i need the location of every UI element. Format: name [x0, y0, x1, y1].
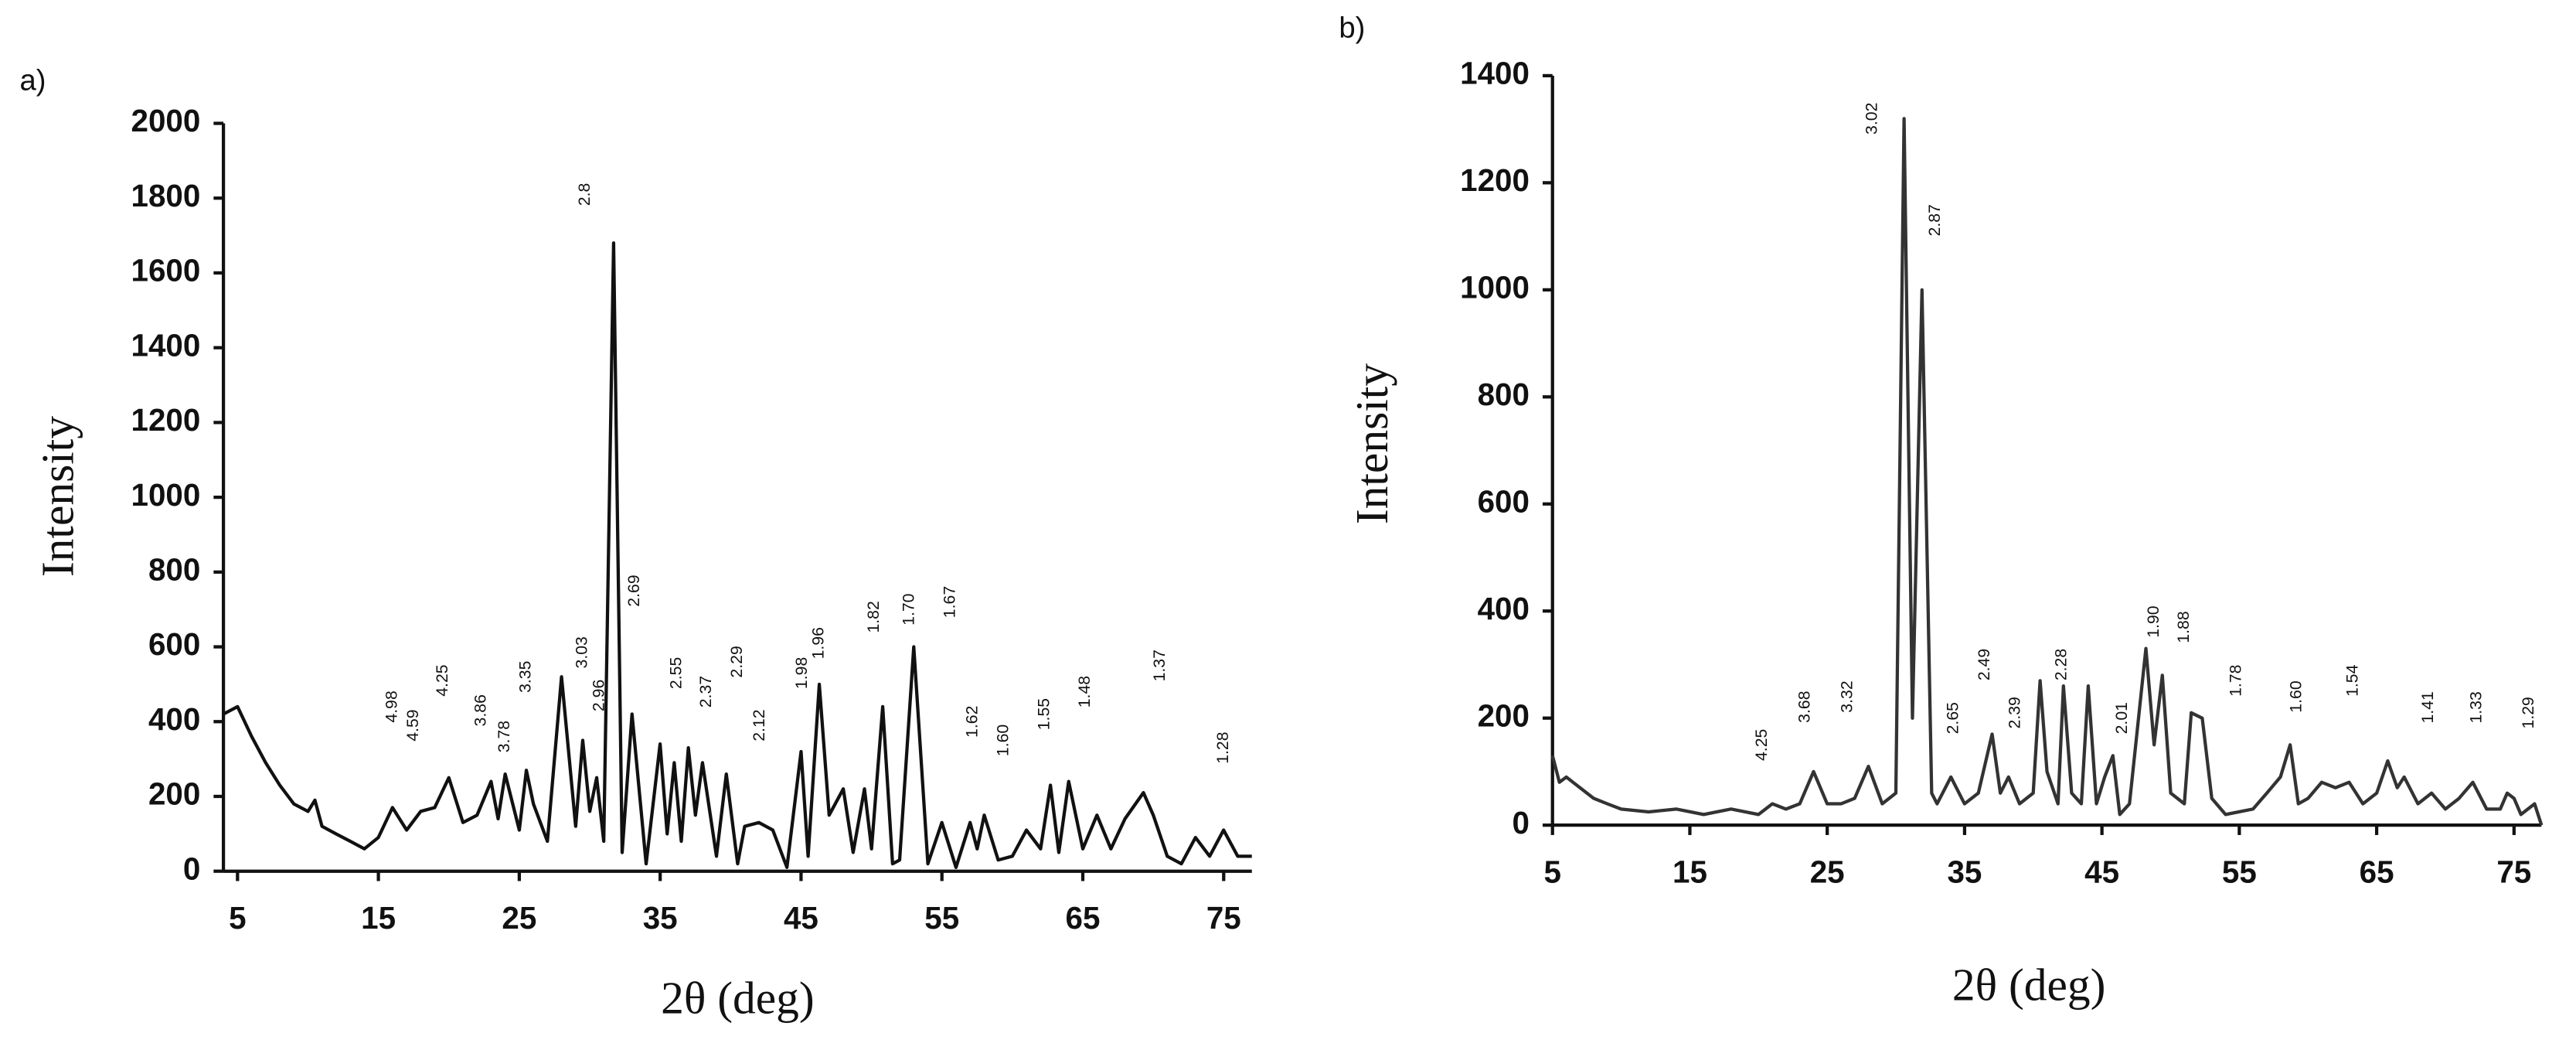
y-tick-label: 200: [148, 776, 200, 812]
peak-label: 3.78: [495, 721, 513, 752]
y-tick-label: 400: [1478, 591, 1530, 626]
peak-label: 1.41: [2418, 691, 2437, 723]
y-tick-label: 600: [1478, 483, 1530, 519]
y-axis-label: Intensity: [1346, 363, 1397, 524]
y-tick-label: 1200: [131, 402, 200, 438]
peak-label: 1.96: [809, 627, 828, 659]
x-tick-label: 55: [2222, 854, 2257, 890]
peak-label: 1.60: [2287, 680, 2305, 712]
peak-label: 3.68: [1795, 690, 1813, 722]
peak-label: 1.78: [2226, 665, 2244, 697]
y-tick-label: 1000: [131, 477, 200, 513]
peak-label: 1.82: [864, 601, 883, 632]
peak-label: 3.32: [1837, 680, 1856, 712]
x-tick-label: 5: [1543, 854, 1560, 890]
peak-label: 1.48: [1075, 676, 1094, 708]
x-tick-label: 75: [1206, 900, 1241, 936]
x-axis-label: 2θ (deg): [661, 972, 815, 1023]
panel-label: a): [20, 63, 46, 97]
x-tick-label: 45: [784, 900, 818, 936]
peak-label: 1.28: [1213, 731, 1232, 763]
x-tick-label: 25: [1810, 854, 1845, 890]
y-tick-label: 800: [148, 552, 200, 588]
x-tick-label: 35: [643, 900, 678, 936]
peak-label: 2.49: [1975, 649, 1993, 680]
panel-label: b): [1339, 11, 1365, 44]
y-tick-label: 0: [1513, 805, 1530, 840]
peak-label: 2.8: [575, 183, 594, 206]
data-line: [223, 241, 1252, 869]
x-tick-label: 5: [229, 900, 246, 936]
peak-label: 1.33: [2466, 691, 2485, 723]
x-tick-label: 75: [2496, 854, 2531, 890]
y-tick-label: 1800: [131, 178, 200, 213]
peak-label: 2.65: [1943, 702, 1962, 734]
peak-label: 1.37: [1150, 650, 1169, 681]
y-tick-label: 1200: [1460, 162, 1530, 198]
peak-label: 3.03: [573, 636, 591, 668]
y-tick-label: 1600: [131, 253, 200, 288]
peak-label: 2.01: [2112, 702, 2131, 734]
y-tick-label: 800: [1478, 377, 1530, 412]
peak-label: 1.29: [2519, 697, 2537, 728]
y-tick-label: 1400: [131, 327, 200, 363]
peak-label: 2.29: [727, 646, 746, 677]
peak-label: 1.55: [1034, 698, 1053, 730]
y-tick-label: 2000: [131, 103, 200, 138]
x-tick-label: 55: [924, 900, 959, 936]
peak-label: 3.86: [471, 694, 489, 726]
peak-label: 3.02: [1862, 103, 1880, 135]
peak-label: 1.90: [2144, 605, 2163, 637]
peak-label: 2.96: [589, 680, 607, 711]
y-tick-label: 1400: [1460, 56, 1530, 91]
y-tick-label: 1000: [1460, 269, 1530, 305]
x-axis-label: 2θ (deg): [1952, 959, 2106, 1010]
peak-label: 2.87: [1925, 204, 1944, 236]
peak-label: 2.39: [2005, 697, 2023, 728]
peak-label: 1.98: [792, 657, 811, 689]
peak-label: 2.37: [696, 676, 715, 708]
peak-label: 4.59: [403, 709, 422, 741]
x-tick-label: 25: [502, 900, 536, 936]
peak-label: 1.70: [899, 594, 917, 626]
peak-label: 2.12: [750, 709, 768, 741]
y-tick-label: 200: [1478, 697, 1530, 733]
x-tick-label: 15: [361, 900, 396, 936]
y-tick-label: 600: [148, 626, 200, 662]
peak-label: 1.88: [2174, 611, 2193, 643]
peak-label: 4.25: [433, 664, 451, 696]
peak-label: 4.25: [1752, 729, 1771, 761]
y-tick-label: 400: [148, 701, 200, 737]
peak-label: 1.54: [2343, 664, 2361, 697]
x-tick-label: 45: [2084, 854, 2119, 890]
x-tick-label: 15: [1673, 854, 1707, 890]
peak-label: 1.67: [940, 586, 958, 618]
peak-label: 1.60: [994, 725, 1012, 756]
y-axis-label: Intensity: [32, 416, 83, 577]
y-tick-label: 0: [183, 851, 200, 886]
peak-label: 1.62: [962, 706, 981, 738]
peak-label: 4.98: [382, 690, 400, 722]
peak-label: 3.35: [516, 661, 535, 693]
x-tick-label: 65: [2360, 854, 2394, 890]
x-tick-label: 35: [1947, 854, 1982, 890]
x-tick-label: 65: [1066, 900, 1101, 936]
peak-label: 2.69: [624, 575, 643, 606]
data-line: [1550, 117, 2544, 826]
peak-label: 2.28: [2052, 649, 2071, 680]
peak-label: 2.55: [667, 657, 686, 689]
